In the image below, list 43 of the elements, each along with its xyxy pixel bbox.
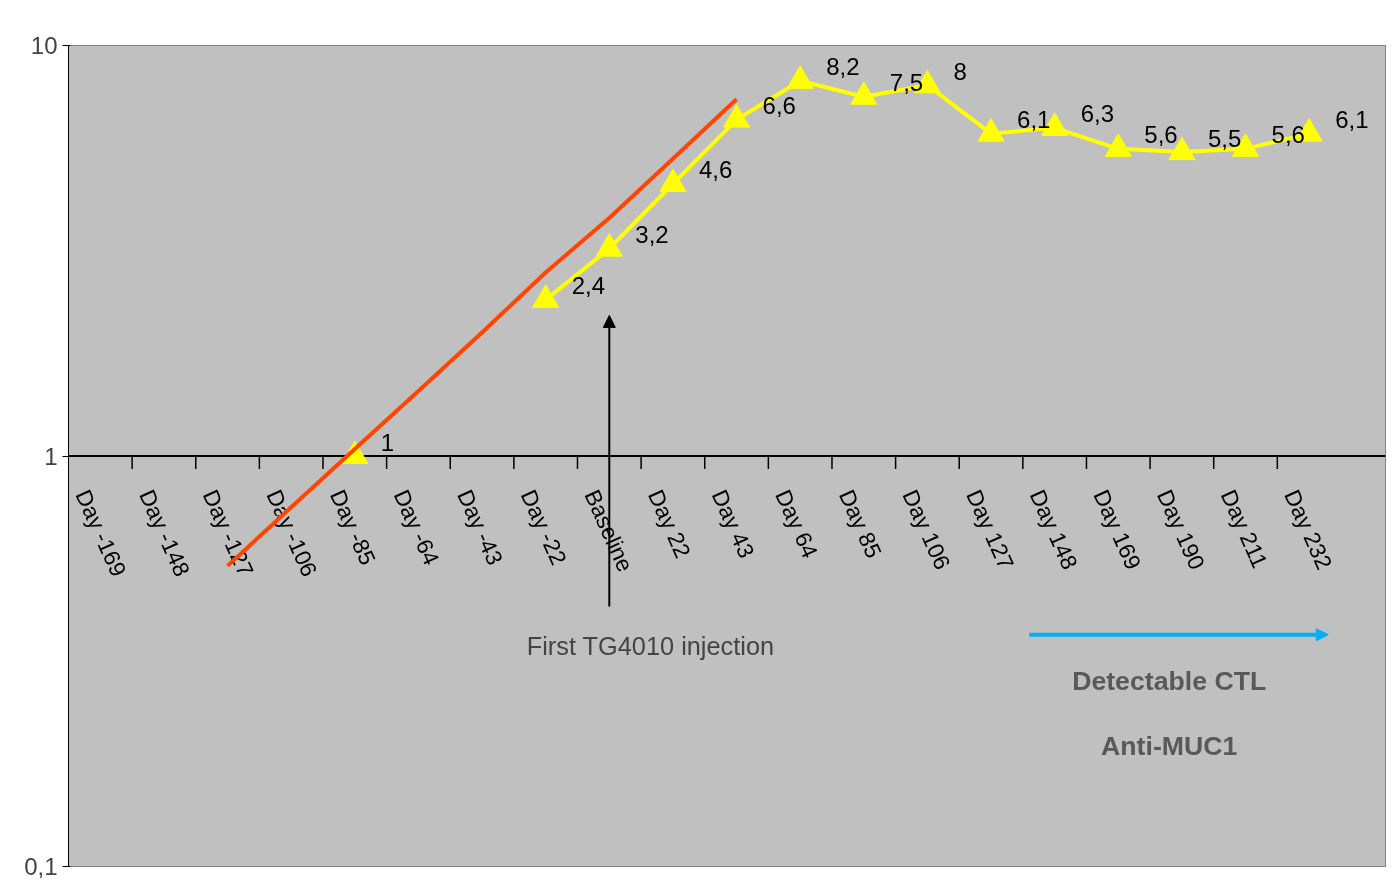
data-label: 6,1 bbox=[1335, 106, 1369, 134]
data-label: 8,2 bbox=[826, 53, 860, 81]
point bbox=[532, 284, 560, 308]
annotation: First TG4010 injection bbox=[526, 632, 775, 661]
x-tick-label: Day -43 bbox=[452, 485, 509, 569]
data-label: 5,5 bbox=[1207, 124, 1242, 152]
point bbox=[786, 65, 814, 89]
data-label: 1 bbox=[380, 428, 395, 456]
point bbox=[595, 233, 623, 257]
data-label: 6,6 bbox=[762, 92, 796, 120]
point bbox=[723, 104, 751, 128]
data-label: 6,3 bbox=[1080, 100, 1115, 128]
data-label: 5,6 bbox=[1144, 121, 1178, 149]
data-label: 6,1 bbox=[1017, 106, 1051, 134]
annotation: Anti-MUC1 bbox=[1101, 730, 1238, 761]
x-tick-label: Day 148 bbox=[1024, 485, 1083, 574]
x-tick-label: Day 169 bbox=[1088, 485, 1147, 574]
data-label: 8 bbox=[953, 57, 967, 85]
point bbox=[850, 81, 878, 105]
x-tick-label: Day 190 bbox=[1152, 485, 1211, 574]
x-tick-label: Day 211 bbox=[1215, 485, 1274, 572]
x-tick-label: Day -22 bbox=[515, 485, 572, 569]
y-tick-label: 10 bbox=[30, 32, 58, 59]
x-tick-label: Day -169 bbox=[70, 485, 132, 581]
x-tick-label: Day -64 bbox=[388, 485, 445, 569]
annotation: Detectable CTL bbox=[1072, 666, 1267, 697]
y-tick-label: 0,1 bbox=[24, 853, 58, 880]
data-label: 4,6 bbox=[698, 156, 733, 184]
x-tick-label: Day 127 bbox=[961, 485, 1020, 574]
x-tick-label: Day -85 bbox=[324, 485, 382, 569]
point bbox=[977, 118, 1005, 142]
x-tick-label: Day 22 bbox=[643, 485, 697, 562]
x-tick-label: Day 64 bbox=[770, 485, 824, 562]
y-tick-label: 1 bbox=[44, 442, 58, 470]
x-tick-label: Day 43 bbox=[706, 485, 760, 562]
x-tick-label: Day 85 bbox=[833, 485, 887, 562]
data-label: 3,2 bbox=[635, 221, 669, 249]
x-tick-label: Day 106 bbox=[897, 485, 956, 574]
point bbox=[659, 168, 687, 192]
data-label: 2,4 bbox=[571, 272, 606, 300]
point bbox=[1104, 133, 1132, 157]
x-tick-label: Day -148 bbox=[134, 485, 196, 581]
x-tick-label: Day 232 bbox=[1279, 485, 1338, 574]
